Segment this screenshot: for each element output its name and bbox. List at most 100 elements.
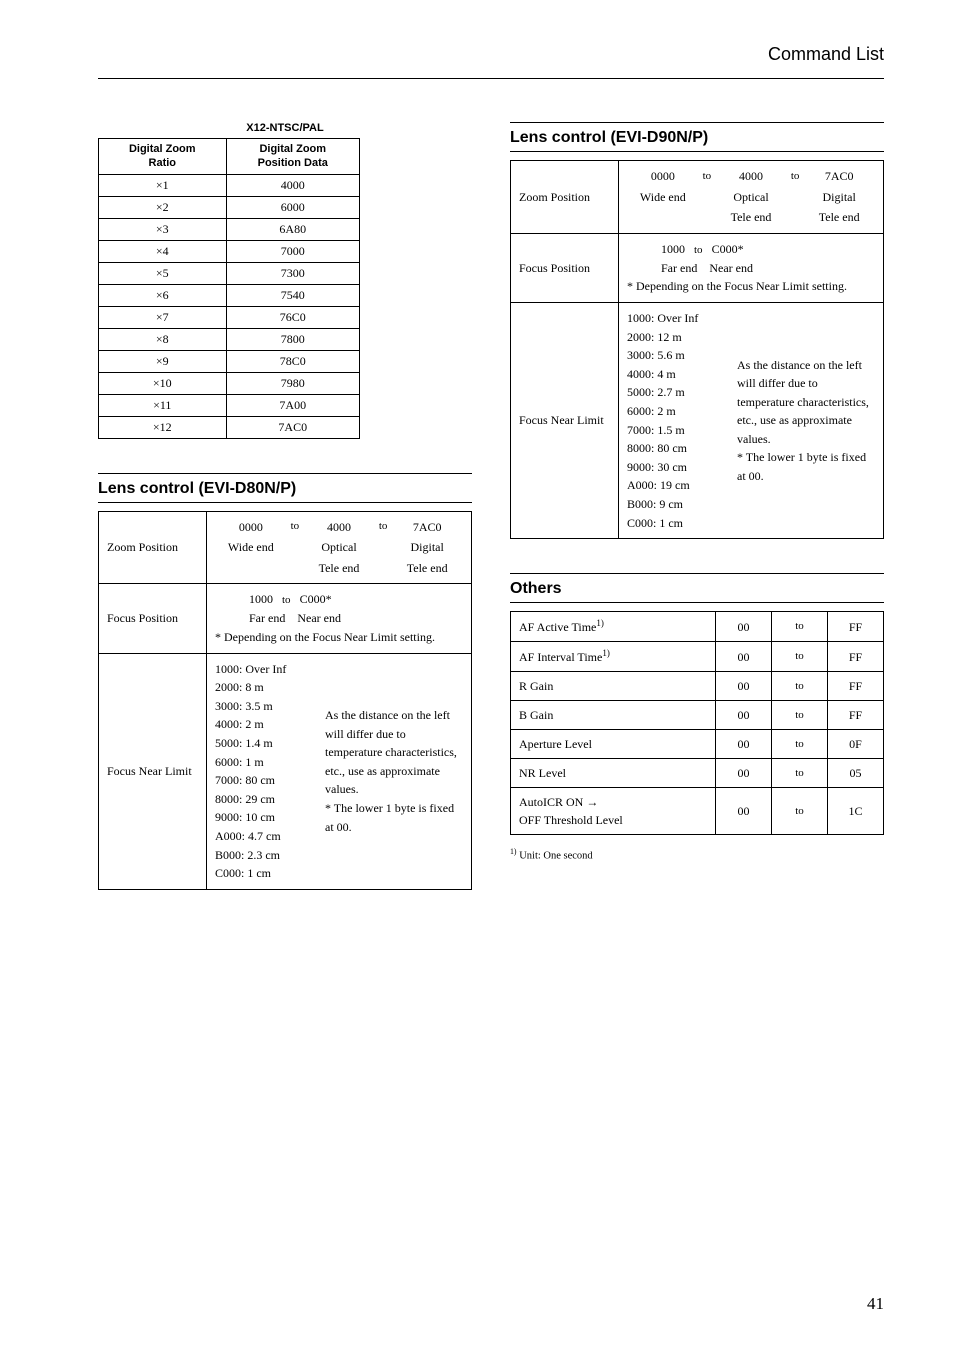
table-row: AF Interval Time1)00toFF [511,642,884,672]
table-cell: 7980 [226,372,359,394]
d80-fp-to: to [282,594,291,606]
table-cell: 7AC0 [226,416,359,438]
table-row: ×36A80 [99,218,360,240]
d90-fp-b: C000* [712,242,744,256]
header-rule [98,78,884,79]
d90-near-label: Focus Near Limit [511,303,619,539]
others-footnote: 1) Unit: One second [510,847,884,862]
d80-zoom-label: Zoom Position [99,511,207,584]
others-label: B Gain [511,701,716,730]
list-item: C000: 1 cm [215,864,311,883]
d80-near-left: 1000: Over Inf2000: 8 m3000: 3.5 m4000: … [207,654,317,889]
others-label: R Gain [511,672,716,701]
zoom-th-ratio: Digital Zoom Ratio [99,139,227,175]
d90-r2-a: Wide end [627,188,699,207]
d90-r1-b: 4000 [715,167,787,186]
table-cell: ×2 [99,196,227,218]
d90-fp-l2: Far end Near end [627,259,875,278]
d90-near-cell: 1000: Over Inf2000: 12 m3000: 5.6 m4000:… [619,303,884,539]
list-item: 8000: 29 cm [215,790,311,809]
table-cell: ×12 [99,416,227,438]
others-a: 00 [716,759,772,788]
page-number: 41 [867,1294,884,1314]
table-cell: ×6 [99,284,227,306]
d90-fp-l3: * Depending on the Focus Near Limit sett… [627,277,875,296]
table-cell: 7000 [226,240,359,262]
others-to: to [772,612,828,642]
d80-fp-b: C000* [300,592,332,606]
table-cell: ×9 [99,350,227,372]
page-header-title: Command List [768,44,884,65]
table-cell: 7A00 [226,394,359,416]
list-item: 5000: 2.7 m [627,383,723,402]
zoom-th-posdata: Digital Zoom Position Data [226,139,359,175]
d80-r3-c: Tele end [391,559,463,578]
others-a: 00 [716,612,772,642]
d80-r1-to1: to [287,518,304,535]
table-cell: ×8 [99,328,227,350]
d80-r1-to2: to [375,518,392,535]
table-cell: ×11 [99,394,227,416]
list-item: 9000: 30 cm [627,458,723,477]
d90-r1-to1: to [699,168,716,185]
d90-r3-b: Tele end [715,208,787,227]
d90-near-right: As the distance on the left will differ … [729,303,883,538]
list-item: B000: 9 cm [627,495,723,514]
others-label: AF Interval Time1) [511,642,716,672]
table-cell: 6A80 [226,218,359,240]
table-cell: ×5 [99,262,227,284]
lens-d90-table: Zoom Position 0000 to 4000 to 7AC0 Wide … [510,160,884,539]
others-label: AutoICR ON →OFF Threshold Level [511,788,716,835]
table-cell: ×4 [99,240,227,262]
list-item: A000: 19 cm [627,476,723,495]
list-item: 1000: Over Inf [215,660,311,679]
others-a: 00 [716,642,772,672]
others-b: FF [828,642,884,672]
table-cell: 7800 [226,328,359,350]
others-a: 00 [716,701,772,730]
lens-d80-table: Zoom Position 0000 to 4000 to 7AC0 Wide … [98,511,472,890]
table-cell: 7540 [226,284,359,306]
table-cell: 7300 [226,262,359,284]
lens-d80-heading: Lens control (EVI-D80N/P) [98,473,472,503]
others-table: AF Active Time1)00toFFAF Interval Time1)… [510,611,884,835]
d80-r2-b: Optical [303,538,375,557]
d90-r2-c: Digital [803,188,875,207]
d80-focus-cell: 1000 to C000* Far end Near end * Dependi… [207,584,472,653]
list-item: 3000: 5.6 m [627,346,723,365]
zoom-table-body: ×14000×26000×36A80×47000×57300×67540×776… [99,174,360,438]
others-label: Aperture Level [511,730,716,759]
table-row: ×26000 [99,196,360,218]
table-cell: 76C0 [226,306,359,328]
d80-r3-b: Tele end [303,559,375,578]
others-to: to [772,672,828,701]
list-item: 4000: 2 m [215,715,311,734]
d90-r3-c: Tele end [803,208,875,227]
others-to: to [772,701,828,730]
others-tbody: AF Active Time1)00toFFAF Interval Time1)… [511,612,884,835]
others-label: NR Level [511,759,716,788]
d80-r1-c: 7AC0 [391,518,463,537]
list-item: 3000: 3.5 m [215,697,311,716]
d80-zoom-cell: 0000 to 4000 to 7AC0 Wide end Optical Di… [207,511,472,584]
d80-focus-label: Focus Position [99,584,207,653]
list-item: 9000: 10 cm [215,808,311,827]
table-row: ×47000 [99,240,360,262]
d80-fp-a: 1000 [249,592,273,606]
table-row: AutoICR ON →OFF Threshold Level00to1C [511,788,884,835]
list-item: 8000: 80 cm [627,439,723,458]
others-heading: Others [510,573,884,603]
table-cell: 4000 [226,174,359,196]
list-item: 6000: 1 m [215,753,311,772]
others-a: 00 [716,672,772,701]
left-column: X12-NTSC/PAL Digital Zoom Ratio Digital … [98,122,472,890]
list-item: 7000: 80 cm [215,771,311,790]
list-item: 4000: 4 m [627,365,723,384]
table-cell: 6000 [226,196,359,218]
d80-r1-a: 0000 [215,518,287,537]
d80-r2-c: Digital [391,538,463,557]
d90-fp-a: 1000 [661,242,685,256]
d90-r1-a: 0000 [627,167,699,186]
d90-r2-b: Optical [715,188,787,207]
d80-r1-b: 4000 [303,518,375,537]
